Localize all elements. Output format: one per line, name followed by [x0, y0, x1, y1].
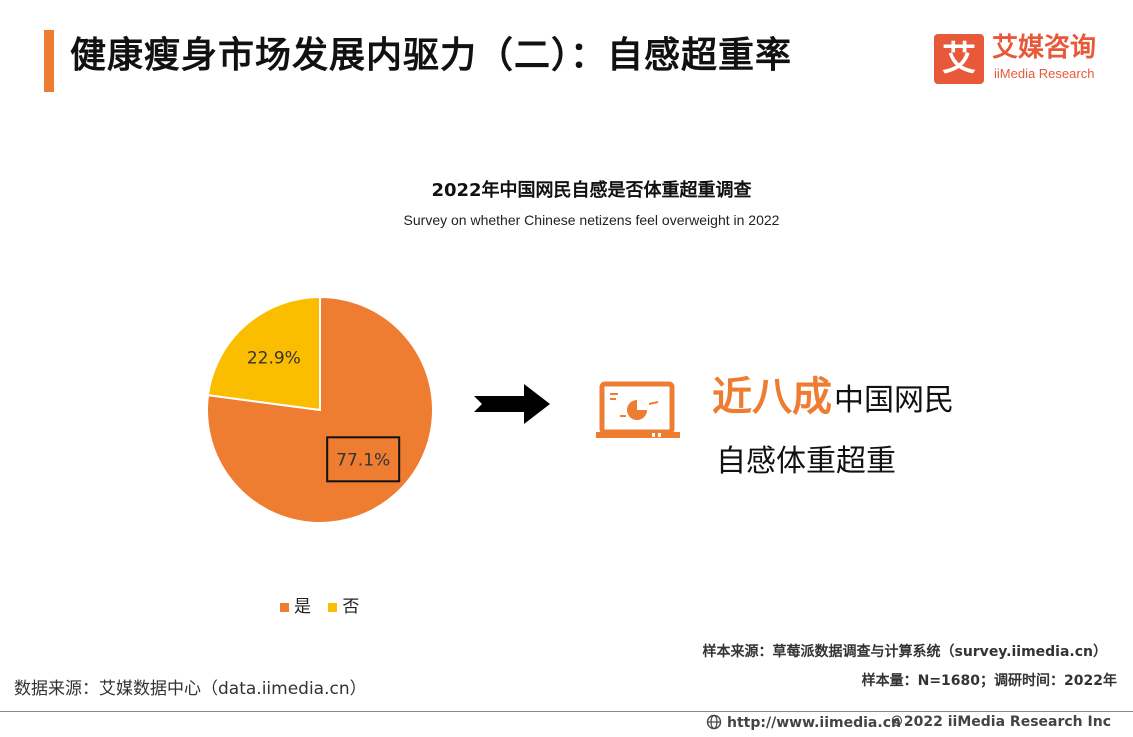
callout-line-2: 自感体重超重	[716, 444, 896, 479]
callout-highlight: 近八成	[712, 374, 832, 420]
monitor-pie-chart-icon	[596, 381, 680, 438]
highlight-box	[326, 436, 401, 483]
page-title: 健康瘦身市场发展内驱力（二）：自感超重率	[70, 35, 793, 76]
legend-item-yes: 是	[280, 597, 311, 617]
iimedia-logo: 艾 艾媒咨询 iiMedia Research	[934, 30, 1114, 86]
logo-text-en: iiMedia Research	[994, 66, 1095, 81]
legend-item-no: 否	[328, 597, 359, 617]
logo-mark-icon: 艾	[934, 34, 984, 84]
callout-line-1: 近八成中国网民	[712, 364, 954, 422]
chart-legend: 是 否	[280, 592, 371, 617]
legend-label-no: 否	[342, 597, 360, 617]
chart-subtitle: Survey on whether Chinese netizens feel …	[403, 212, 780, 228]
legend-swatch-no	[328, 602, 338, 612]
pie-slice-1	[206, 295, 321, 412]
chart-title: 2022年中国网民自感是否体重超重调查	[431, 180, 752, 201]
title-accent-bar	[44, 30, 54, 92]
sample-size-note: 样本量：N=1680；调研时间：2022年	[861, 673, 1117, 689]
pie-label-1: 22.9%	[247, 348, 301, 368]
sample-source-note: 样本来源：草莓派数据调查与计算系统（survey.iimedia.cn）	[702, 644, 1107, 660]
footer-divider	[0, 711, 1133, 712]
legend-label-yes: 是	[294, 597, 311, 617]
data-source-note: 数据来源：艾媒数据中心（data.iimedia.cn）	[14, 679, 367, 699]
pie-label-0: 77.1%	[336, 450, 390, 470]
footer-copyright: ©2022 iiMedia Research Inc	[889, 714, 1111, 730]
footer-url-text: http://www.iimedia.cn	[727, 715, 901, 731]
callout-line1-rest: 中国网民	[834, 383, 954, 418]
right-arrow-icon	[474, 384, 550, 424]
logo-text-cn: 艾媒咨询	[992, 33, 1097, 63]
footer-url[interactable]: http://www.iimedia.cn	[706, 714, 901, 731]
pie-chart: 77.1% 22.9%	[206, 295, 434, 524]
legend-swatch-yes	[280, 602, 289, 612]
globe-icon	[706, 714, 722, 730]
